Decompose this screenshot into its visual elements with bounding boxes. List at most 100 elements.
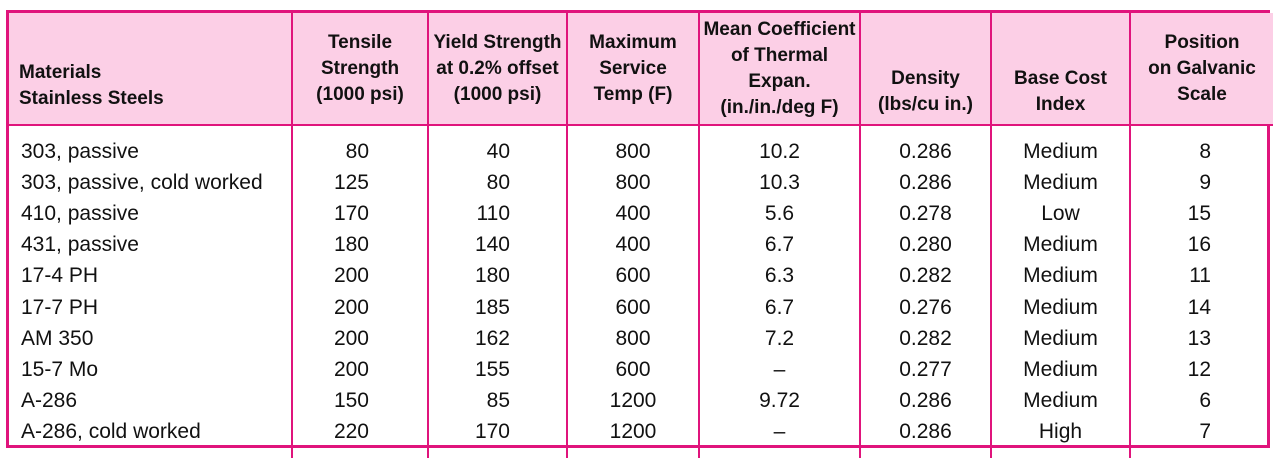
cell-base-cost: Medium [990,125,1130,168]
header-max-service-temp: Maximum Service Temp (F) [566,13,699,126]
cell-thermal-expansion: 10.2 [698,125,860,168]
cell-material: A-286, cold worked [21,420,201,444]
cell-tensile: 200 [291,260,428,292]
table-row: AM 350 200 162 800 7.2 0.282 Medium 13 [9,323,1273,355]
cell-material: AM 350 [21,326,94,350]
cell-tensile: 200 [291,354,428,386]
cell-max-temp: 600 [566,291,699,324]
cell-material: 303, passive [21,139,139,163]
cell-material: 431, passive [21,233,139,257]
cell-max-temp: 600 [566,260,699,292]
cell-max-temp: 800 [566,167,699,199]
cell-base-cost: Medium [990,291,1130,324]
cell-max-temp: 400 [566,198,699,230]
cell-base-cost: Low [990,198,1130,230]
cell-yield: 180 [427,260,567,292]
cell-density: 0.278 [859,198,991,230]
cell-galvanic-position: 15 [1129,198,1273,230]
cell-thermal-expansion: 5.6 [698,198,860,230]
table-row: 431, passive 180 140 400 6.7 0.280 Medium 16 [9,229,1273,261]
table-row: A-286 150 85 1200 9.72 0.286 Medium 6 [9,385,1273,417]
header-materials: Materials Stainless Steels [9,13,292,126]
cell-base-cost: Medium [990,354,1130,386]
cell-max-temp: 1200 [566,416,699,458]
stainless-steel-properties-table: Materials Stainless Steels Tensile Stren… [9,13,1273,458]
cell-tensile: 180 [291,229,428,261]
cell-thermal-expansion: – [698,416,860,458]
cell-max-temp: 800 [566,125,699,168]
cell-max-temp: 1200 [566,385,699,417]
cell-thermal-expansion: 6.7 [698,229,860,261]
table-row: A-286, cold worked 220 170 1200–0.286 High 7 [9,416,1273,458]
cell-galvanic-position: 7 [1129,416,1273,458]
cell-galvanic-position: 12 [1129,354,1273,386]
cell-max-temp: 800 [566,323,699,355]
cell-thermal-expansion: 7.2 [698,323,860,355]
table-body: 303, passive 80 40 800 10.2 0.286 Medium 8 303, … [9,125,1273,458]
cell-tensile: 200 [291,323,428,355]
cell-base-cost: Medium [990,167,1130,199]
cell-thermal-expansion: 10.3 [698,167,860,199]
table-row: 410, passive 170 110 400 5.6 0.278 Low 15 [9,198,1273,230]
cell-tensile: 200 [291,291,428,324]
cell-galvanic-position: 11 [1129,260,1273,292]
cell-base-cost: Medium [990,229,1130,261]
cell-yield: 185 [427,291,567,324]
cell-yield: 170 [427,416,567,458]
cell-tensile: 150 [291,385,428,417]
cell-density: 0.276 [859,291,991,324]
cell-tensile: 220 [291,416,428,458]
cell-yield: 140 [427,229,567,261]
cell-thermal-expansion: – [698,354,860,386]
cell-density: 0.286 [859,167,991,199]
cell-yield: 40 [427,125,567,168]
cell-galvanic-position: 6 [1129,385,1273,417]
cell-material: 410, passive [21,201,139,225]
cell-yield: 110 [427,198,567,230]
header-tensile-strength: Tensile Strength (1000 psi) [291,13,428,126]
cell-density: 0.277 [859,354,991,386]
header-base-cost-index: Base Cost Index [990,13,1130,126]
cell-density: 0.286 [859,385,991,417]
table-row: 17-4 PH 200 180 600 6.3 0.282 Medium 11 [9,260,1273,292]
cell-base-cost: High [990,416,1130,458]
header-density: Density (lbs/cu in.) [859,13,991,126]
cell-density: 0.280 [859,229,991,261]
table-row: 15-7 Mo 200 155 600–0.277 Medium 12 [9,354,1273,386]
cell-base-cost: Medium [990,260,1130,292]
header-yield-strength: Yield Strength at 0.2% offset (1000 psi) [427,13,567,126]
cell-galvanic-position: 14 [1129,291,1273,324]
cell-galvanic-position: 8 [1129,125,1273,168]
cell-thermal-expansion: 6.3 [698,260,860,292]
header-row: Materials Stainless Steels Tensile Stren… [9,13,1273,126]
cell-material: A-286 [21,389,78,413]
header-galvanic-position: Position on Galvanic Scale [1129,13,1273,126]
cell-density: 0.282 [859,260,991,292]
cell-galvanic-position: 13 [1129,323,1273,355]
header-thermal-expansion: Mean Coefficient of Thermal Expan. (in./… [698,13,860,126]
cell-density: 0.286 [859,125,991,168]
table-row: 17-7 PH 200 185 600 6.7 0.276 Medium 14 [9,291,1273,324]
cell-yield: 162 [427,323,567,355]
cell-yield: 80 [427,167,567,199]
cell-base-cost: Medium [990,323,1130,355]
cell-yield: 155 [427,354,567,386]
cell-material: 303, passive, cold worked [21,170,263,194]
cell-material: 17-7 PH [21,295,99,319]
cell-thermal-expansion: 6.7 [698,291,860,324]
cell-material: 15-7 Mo [21,357,99,381]
cell-max-temp: 600 [566,354,699,386]
cell-tensile: 125 [291,167,428,199]
table-row: 303, passive 80 40 800 10.2 0.286 Medium 8 [9,125,1273,168]
cell-galvanic-position: 16 [1129,229,1273,261]
cell-base-cost: Medium [990,385,1130,417]
cell-galvanic-position: 9 [1129,167,1273,199]
cell-tensile: 170 [291,198,428,230]
cell-density: 0.282 [859,323,991,355]
cell-yield: 85 [427,385,567,417]
table-frame: Materials Stainless Steels Tensile Stren… [6,10,1273,458]
cell-thermal-expansion: 9.72 [698,385,860,417]
cell-density: 0.286 [859,416,991,458]
cell-tensile: 80 [291,125,428,168]
cell-max-temp: 400 [566,229,699,261]
